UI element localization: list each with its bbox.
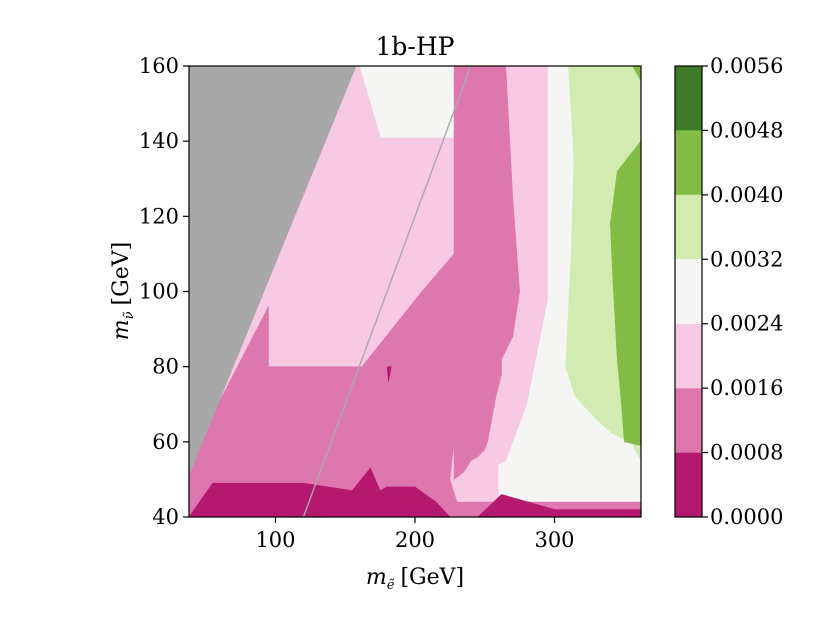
colorbar-frame <box>674 65 703 518</box>
colorbar-band-2 <box>675 323 702 389</box>
colorbar-tick-label: 0.0040 <box>710 183 783 207</box>
colorbar-band-0 <box>675 452 702 517</box>
x-axis-label: mẽ [GeV] <box>366 565 464 593</box>
colorbar-tick-label: 0.0032 <box>710 247 783 271</box>
x-axis-label-sub: ẽ <box>387 578 395 593</box>
x-tick-label: 300 <box>534 528 574 552</box>
colorbar-tick-label: 0.0048 <box>710 118 783 142</box>
contour-region-8 <box>609 140 641 446</box>
y-tick-label: 80 <box>152 355 179 379</box>
y-axis-ticks: 40 60 80 100 120 140 160 <box>139 54 189 529</box>
x-tick-label: 100 <box>255 528 295 552</box>
colorbar-band-5 <box>675 130 702 195</box>
contour-region-11 <box>379 501 416 517</box>
y-axis-label: mν̃ [GeV] <box>109 242 137 340</box>
colorbar-band-1 <box>675 388 702 453</box>
y-axis-label-unit: [GeV] <box>109 242 134 306</box>
y-tick-label: 40 <box>152 505 179 529</box>
colorbar-tick-label: 0.0016 <box>710 376 783 400</box>
colorbar-tick-label: 0.0024 <box>710 312 783 336</box>
colorbar-band-6 <box>675 66 702 131</box>
contour-region-13 <box>386 366 392 382</box>
y-axis-label-sub: ν̃ <box>122 311 137 319</box>
x-tick-label: 200 <box>395 528 435 552</box>
plot-area <box>189 66 641 517</box>
y-tick-label: 100 <box>139 280 179 304</box>
contour-region-5 <box>453 366 479 481</box>
diagonal-line <box>302 66 472 517</box>
colorbar-tick-label: 0.0000 <box>710 505 783 529</box>
contour-region-10 <box>189 467 451 517</box>
chart-title: 1b-HP <box>376 32 455 61</box>
y-tick-label: 140 <box>139 129 179 153</box>
colorbar-tick-label: 0.0056 <box>710 54 783 78</box>
x-axis-label-unit: [GeV] <box>400 565 464 590</box>
colorbar-tick-label: 0.0008 <box>710 441 783 465</box>
x-axis-label-symbol: m <box>366 565 387 590</box>
y-tick-label: 160 <box>139 54 179 78</box>
colorbar-band-3 <box>675 259 702 324</box>
contour-region-14 <box>477 494 641 517</box>
y-tick-label: 60 <box>152 430 179 454</box>
contour-fills <box>189 66 641 517</box>
x-axis-ticks: 100 200 300 <box>255 517 575 552</box>
colorbar <box>675 66 702 517</box>
colorbar-band-4 <box>675 194 702 260</box>
colorbar-ticks: 0.0000 0.0008 0.0016 0.0024 0.0032 0.0040 0.00… <box>702 54 783 529</box>
contour-region-7 <box>620 66 641 82</box>
excluded-region <box>189 66 357 476</box>
y-tick-label: 120 <box>139 204 179 228</box>
y-axis-label-symbol: m <box>109 319 134 340</box>
